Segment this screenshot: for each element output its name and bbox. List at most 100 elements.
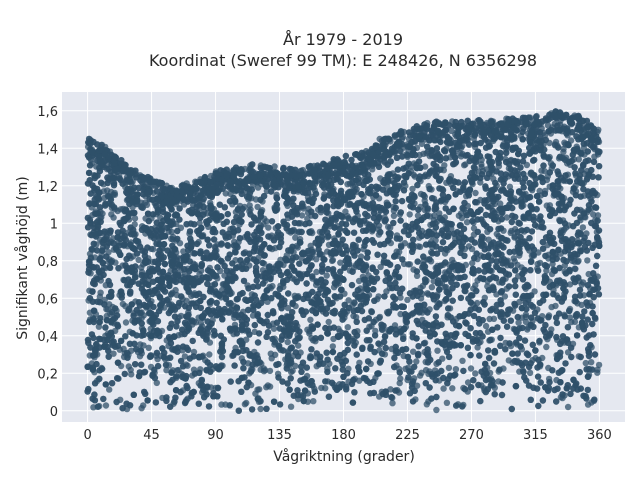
- data-point: [459, 357, 466, 364]
- data-point: [552, 138, 560, 146]
- data-point: [474, 299, 481, 307]
- chart-title-line1: År 1979 - 2019: [283, 30, 403, 49]
- data-point: [478, 161, 485, 168]
- data-point: [493, 230, 500, 238]
- data-point: [198, 267, 205, 274]
- data-point: [409, 185, 416, 192]
- data-point: [503, 214, 511, 221]
- data-point: [448, 127, 455, 135]
- data-point: [588, 359, 595, 366]
- data-point: [267, 350, 274, 357]
- data-point: [313, 268, 320, 276]
- data-point: [404, 296, 411, 304]
- data-point: [445, 364, 453, 372]
- data-point: [140, 402, 147, 409]
- data-point: [462, 161, 469, 168]
- data-point: [287, 403, 295, 410]
- data-point: [406, 211, 413, 218]
- data-point: [252, 390, 259, 397]
- data-points: [84, 108, 603, 414]
- data-point: [464, 379, 472, 386]
- data-point: [507, 229, 514, 236]
- data-point: [135, 256, 142, 264]
- data-point: [128, 371, 135, 378]
- data-point: [375, 293, 382, 300]
- data-point: [582, 359, 589, 367]
- data-point: [287, 368, 295, 376]
- data-point: [377, 263, 384, 271]
- data-point: [572, 265, 579, 273]
- data-point: [428, 284, 436, 291]
- data-point: [413, 358, 420, 365]
- data-point: [396, 379, 403, 387]
- data-point: [416, 372, 424, 379]
- data-point: [467, 365, 475, 372]
- data-point: [265, 224, 272, 231]
- data-point: [431, 212, 438, 219]
- chart-title-line2: Koordinat (Sweref 99 TM): E 248426, N 63…: [149, 51, 537, 70]
- data-point: [284, 338, 291, 346]
- data-point: [594, 212, 602, 219]
- data-point: [406, 261, 413, 268]
- data-point: [307, 316, 314, 323]
- data-point: [564, 349, 572, 356]
- data-point: [125, 363, 132, 370]
- data-point: [584, 257, 591, 264]
- data-point: [350, 299, 358, 306]
- data-point: [137, 341, 144, 348]
- data-point: [469, 259, 476, 267]
- data-point: [260, 365, 267, 372]
- data-point: [337, 259, 344, 266]
- data-point: [376, 313, 384, 321]
- data-point: [168, 235, 175, 242]
- data-point: [584, 401, 592, 408]
- data-point: [410, 348, 417, 355]
- data-point: [175, 366, 182, 374]
- data-point: [433, 406, 440, 414]
- data-point: [329, 343, 336, 350]
- data-point: [163, 367, 170, 374]
- data-point: [122, 319, 130, 326]
- data-point: [345, 297, 352, 304]
- data-point: [111, 189, 118, 197]
- data-point: [390, 212, 398, 219]
- data-point: [344, 324, 351, 331]
- data-point: [177, 312, 185, 320]
- data-point: [466, 141, 473, 149]
- data-point: [153, 379, 160, 387]
- data-point: [415, 243, 422, 250]
- data-point: [564, 403, 572, 411]
- data-point: [497, 200, 504, 207]
- data-point: [579, 279, 587, 286]
- data-point: [350, 312, 357, 320]
- data-point: [579, 224, 587, 231]
- data-point: [292, 234, 299, 241]
- data-point: [206, 351, 213, 358]
- data-point: [482, 322, 490, 330]
- data-point: [145, 344, 152, 351]
- data-point: [266, 367, 274, 375]
- data-point: [486, 315, 493, 323]
- data-point: [310, 398, 317, 405]
- data-point: [131, 215, 139, 222]
- data-point: [397, 147, 404, 155]
- data-point: [397, 294, 404, 301]
- data-point: [270, 325, 278, 332]
- data-point: [180, 248, 187, 255]
- data-point: [383, 288, 390, 295]
- data-point: [443, 399, 451, 406]
- data-point: [452, 366, 460, 373]
- data-point: [571, 258, 578, 265]
- data-point: [472, 189, 479, 197]
- data-point: [463, 219, 471, 226]
- data-point: [389, 400, 396, 407]
- data-point: [266, 383, 274, 390]
- data-point: [110, 350, 117, 357]
- data-point: [298, 212, 306, 219]
- data-point: [284, 304, 292, 312]
- data-point: [168, 228, 175, 236]
- data-point: [246, 202, 253, 209]
- data-point: [181, 353, 189, 360]
- data-point: [510, 255, 517, 262]
